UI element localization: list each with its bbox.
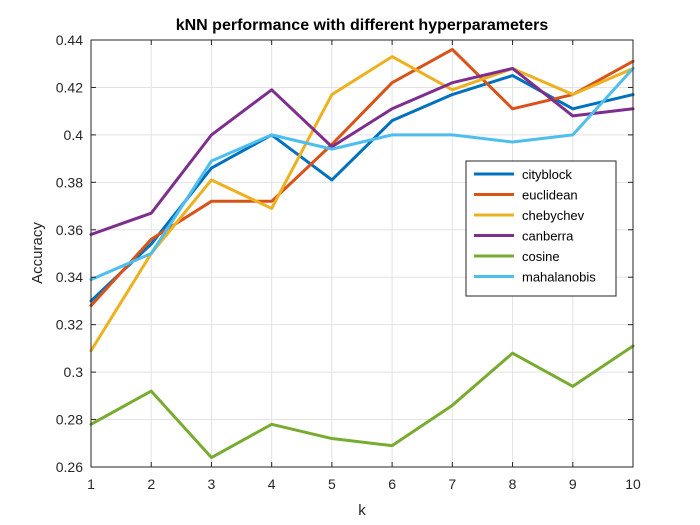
legend-box [465, 160, 617, 297]
chart-title: kNN performance with different hyperpara… [176, 17, 549, 34]
series-line-mahalanobis [89, 66, 635, 282]
x-tick-label: 8 [509, 476, 517, 492]
series-line-cosine [89, 344, 635, 460]
x-tick-label: 4 [268, 476, 276, 492]
y-tick-label: 0.28 [56, 412, 83, 428]
y-tick-label: 0.42 [56, 79, 83, 95]
legend-label-cityblock: cityblock [522, 167, 572, 182]
x-tick-label: 9 [569, 476, 577, 492]
y-tick-label: 0.44 [56, 32, 83, 48]
series-lines [89, 47, 635, 460]
x-tick-label: 1 [87, 476, 95, 492]
y-tick-label: 0.26 [56, 459, 83, 475]
series-line-canberra [89, 66, 635, 237]
series-line-euclidean [89, 47, 635, 308]
y-tick-label: 0.36 [56, 222, 83, 238]
y-tick-label: 0.38 [56, 174, 83, 190]
axes-box [90, 39, 634, 468]
legend: cityblock euclidean chebychev canberra cosin… [465, 160, 617, 297]
legend-label-canberra: canberra [522, 229, 574, 244]
x-tick-label: 6 [388, 476, 396, 492]
x-tick-label: 10 [625, 476, 641, 492]
legend-label-euclidean: euclidean [522, 188, 578, 203]
y-axis-label: Accuracy [29, 222, 46, 284]
legend-label-mahalanobis: mahalanobis [522, 270, 596, 285]
y-tick-label: 0.4 [64, 127, 84, 143]
y-tick-label: 0.3 [64, 364, 84, 380]
y-tick-label: 0.32 [56, 317, 83, 333]
x-tick-label: 3 [208, 476, 216, 492]
y-tick-label: 0.34 [56, 269, 83, 285]
axes-frame [90, 39, 634, 468]
y-axis-ticks: 0.26 0.28 0.3 0.32 0.34 0.36 0.38 0.4 0.42 0.44 [56, 32, 633, 475]
legend-label-chebychev: chebychev [522, 208, 585, 223]
x-tick-label: 7 [448, 476, 456, 492]
x-axis-ticks: 1 2 3 4 5 6 7 8 9 10 [87, 40, 641, 492]
x-tick-label: 5 [328, 476, 336, 492]
x-axis-label: k [358, 502, 366, 519]
legend-label-cosine: cosine [522, 249, 560, 264]
x-tick-label: 2 [147, 476, 155, 492]
series-line-chebychev [89, 55, 635, 353]
